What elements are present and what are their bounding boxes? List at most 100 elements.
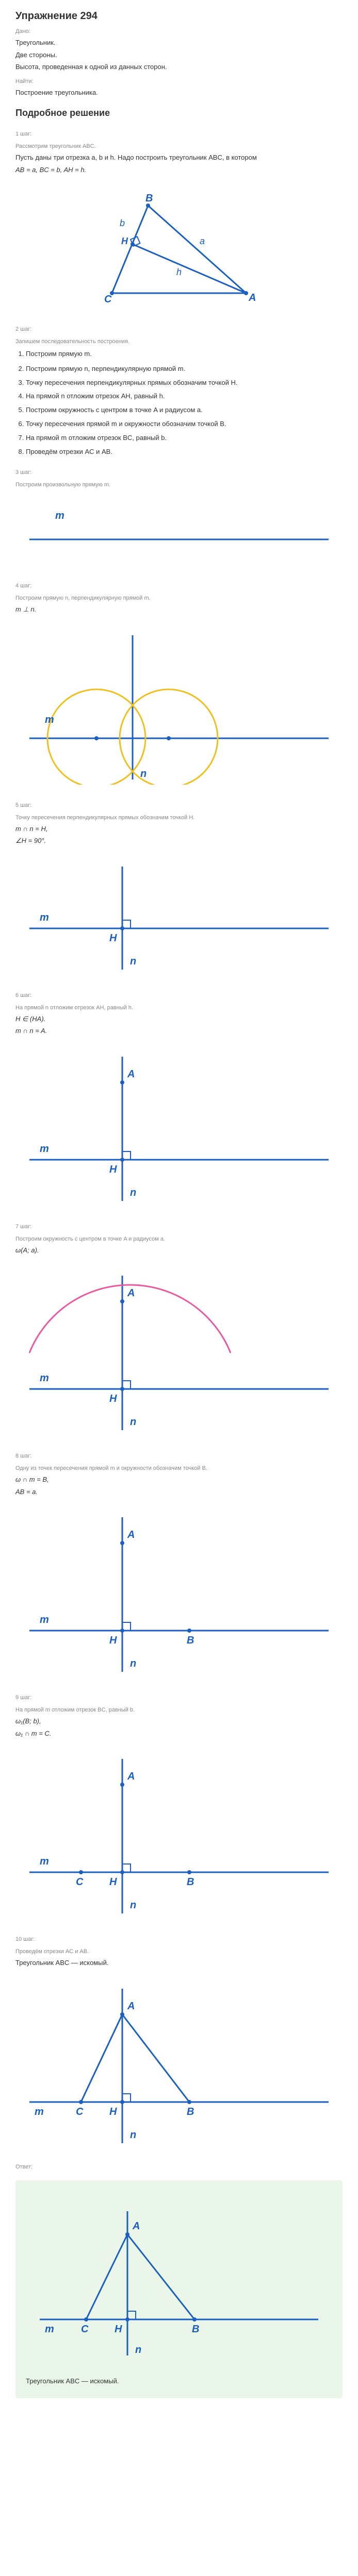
svg-text:B: B xyxy=(187,1876,194,1888)
given-3: Высота, проведенная к одной из данных ст… xyxy=(15,62,343,72)
svg-text:n: n xyxy=(130,2129,136,2141)
step9-label: 9 шаг: xyxy=(15,1694,343,1701)
step10-label: 10 шаг: xyxy=(15,1936,343,1942)
svg-text:n: n xyxy=(130,1658,136,1669)
svg-text:H: H xyxy=(109,2106,117,2117)
svg-text:B: B xyxy=(187,2106,194,2117)
svg-text:m: m xyxy=(45,2324,54,2335)
find-1: Построение треугольника. xyxy=(15,88,343,98)
svg-text:A: A xyxy=(127,1287,135,1299)
step1-gray: Рассмотрим треугольник ABC. xyxy=(15,143,343,149)
svg-text:H: H xyxy=(109,1393,117,1404)
svg-text:m: m xyxy=(40,1143,49,1155)
answer-figure: m n H A B C xyxy=(26,2201,332,2366)
step9-math2: ω₁ ∩ m = C. xyxy=(15,1728,343,1739)
svg-text:C: C xyxy=(81,2324,89,2335)
svg-text:H: H xyxy=(109,1635,117,1646)
step9-math1: ω₁(B; b), xyxy=(15,1716,343,1726)
step1-label: 1 шаг: xyxy=(15,131,343,137)
step4-math: m ⊥ n. xyxy=(15,604,343,615)
svg-text:m: m xyxy=(40,1614,49,1625)
svg-text:A: A xyxy=(248,292,256,303)
step8-figure: m n H A B xyxy=(15,1507,343,1682)
step2-list-item: Построим прямую n, перпендикулярную прям… xyxy=(26,364,343,375)
step9-figure: m n H A B C xyxy=(15,1749,343,1924)
exercise-title: Упражнение 294 xyxy=(15,10,343,22)
svg-text:m: m xyxy=(55,510,64,521)
step7-label: 7 шаг: xyxy=(15,1224,343,1230)
step10-figure: m n H A B C xyxy=(15,1978,343,2154)
step3-figure: m xyxy=(15,498,343,570)
step4-gray: Построим прямую n, перпендикулярную прям… xyxy=(15,595,343,601)
svg-text:m: m xyxy=(40,1856,49,1867)
step10-gray: Проведём отрезки AC и AB. xyxy=(15,1948,343,1955)
svg-text:n: n xyxy=(130,1187,136,1198)
step7-gray: Построим окружность с центром в точке A … xyxy=(15,1236,343,1242)
given-2: Две стороны. xyxy=(15,50,343,60)
step6-figure: m n H A xyxy=(15,1046,343,1211)
given-1: Треугольник. xyxy=(15,38,343,48)
step8-math2: AB = a. xyxy=(15,1487,343,1497)
svg-text:B: B xyxy=(187,1635,194,1646)
svg-text:A: A xyxy=(132,2221,140,2232)
svg-text:C: C xyxy=(76,2106,84,2117)
step2-list-item: На прямой n отложим отрезок AH, равный h… xyxy=(26,391,343,402)
step10-text: Треугольник ABC — искомый. xyxy=(15,1958,343,1968)
solution-title: Подробное решение xyxy=(15,108,343,118)
step5-label: 5 шаг: xyxy=(15,802,343,808)
answer-label: Ответ: xyxy=(15,2164,343,2170)
step7-math: ω(A; a). xyxy=(15,1245,343,1256)
step5-math2: ∠H = 90°. xyxy=(15,836,343,846)
svg-text:m: m xyxy=(45,714,54,725)
given-label: Дано: xyxy=(15,28,343,35)
step2-list-item: Проведём отрезки AC и AB. xyxy=(26,447,343,457)
step3-gray: Построим произвольную прямую m. xyxy=(15,482,343,488)
svg-text:n: n xyxy=(140,768,147,779)
svg-text:A: A xyxy=(127,1529,135,1540)
svg-text:n: n xyxy=(130,1416,136,1428)
svg-text:A: A xyxy=(127,2001,135,2012)
step9-gray: На прямой m отложим отрезок BC, равный b… xyxy=(15,1707,343,1713)
step2-intro: Построим прямую m. xyxy=(26,349,343,360)
step2-list: Построим прямую n, перпендикулярную прям… xyxy=(26,364,343,457)
svg-text:n: n xyxy=(135,2344,141,2355)
step6-math2: m ∩ n = A. xyxy=(15,1026,343,1036)
step8-gray: Одну из точек пересечения прямой m и окр… xyxy=(15,1465,343,1471)
svg-text:A: A xyxy=(127,1069,135,1080)
step2-list-item: Точку пересечения прямой m и окружности … xyxy=(26,419,343,430)
step1-text: Пусть даны три отрезка a, b и h. Надо по… xyxy=(15,152,343,163)
step7-figure: m n H A xyxy=(15,1265,343,1440)
triangle-figure: A B C H a b h xyxy=(15,185,343,314)
step3-label: 3 шаг: xyxy=(15,469,343,476)
svg-text:H: H xyxy=(109,933,117,944)
svg-text:h: h xyxy=(176,267,182,277)
svg-text:C: C xyxy=(76,1876,84,1888)
step5-figure: m n H xyxy=(15,856,343,980)
step5-gray: Точку пересечения перпендикулярных прямы… xyxy=(15,815,343,821)
find-label: Найти: xyxy=(15,78,343,84)
svg-text:a: a xyxy=(200,236,205,246)
svg-text:A: A xyxy=(127,1771,135,1782)
answer-box: m n H A B C Треугольник ABC — искомый. xyxy=(15,2180,343,2399)
step2-label: 2 шаг: xyxy=(15,326,343,332)
step6-gray: На прямой n отложим отрезок AH, равный h… xyxy=(15,1005,343,1011)
step6-math1: H ∈ (HA). xyxy=(15,1014,343,1024)
svg-text:m: m xyxy=(40,912,49,923)
step8-label: 8 шаг: xyxy=(15,1453,343,1459)
step4-figure: m n xyxy=(15,625,343,790)
svg-text:H: H xyxy=(109,1164,117,1175)
step8-math1: ω ∩ m = B, xyxy=(15,1475,343,1485)
step1-math: AB = a, BC = b, AH = h. xyxy=(15,165,343,175)
svg-text:H: H xyxy=(115,2324,122,2335)
answer-text: Треугольник ABC — искомый. xyxy=(26,2376,332,2386)
svg-text:B: B xyxy=(145,193,153,204)
svg-text:b: b xyxy=(120,218,125,228)
svg-text:H: H xyxy=(109,1876,117,1888)
svg-text:n: n xyxy=(130,956,136,967)
step2-list-item: Построим окружность с центром в точке A … xyxy=(26,405,343,416)
svg-text:m: m xyxy=(35,2106,44,2117)
step6-label: 6 шаг: xyxy=(15,992,343,998)
step4-label: 4 шаг: xyxy=(15,583,343,589)
svg-text:B: B xyxy=(192,2324,199,2335)
svg-text:m: m xyxy=(40,1372,49,1384)
